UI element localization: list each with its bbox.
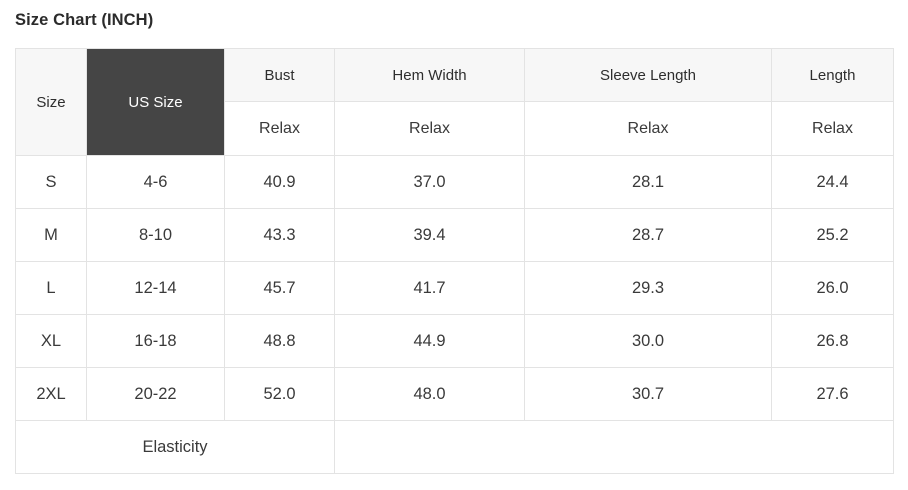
- cell-hem-width: 44.9: [334, 314, 525, 368]
- cell-bust: 43.3: [224, 208, 335, 262]
- table-header-row-secondary: Relax Relax Relax Relax: [16, 101, 894, 156]
- cell-length: 25.2: [771, 208, 894, 262]
- subheader-length-fit: Relax: [771, 101, 894, 156]
- column-header-hem-width: Hem Width: [334, 48, 525, 102]
- subheader-sleeve-length-fit: Relax: [524, 101, 772, 156]
- cell-sleeve-length: 29.3: [524, 261, 772, 315]
- cell-bust: 48.8: [224, 314, 335, 368]
- cell-size: 2XL: [15, 367, 87, 421]
- table-row: M 8-10 43.3 39.4 28.7 25.2: [15, 208, 894, 262]
- table-row: S 4-6 40.9 37.0 28.1 24.4: [15, 155, 894, 209]
- cell-size: L: [15, 261, 87, 315]
- table-header-row-primary: Size US Size Bust Hem Width Sleeve Lengt…: [15, 48, 894, 156]
- cell-us-size: 12-14: [86, 261, 225, 315]
- cell-elasticity-value: [334, 420, 894, 474]
- cell-hem-width: 48.0: [334, 367, 525, 421]
- table-row: L 12-14 45.7 41.7 29.3 26.0: [15, 261, 894, 315]
- cell-bust: 40.9: [224, 155, 335, 209]
- cell-size: S: [15, 155, 87, 209]
- subheader-bust-fit: Relax: [224, 101, 335, 156]
- table-row: 2XL 20-22 52.0 48.0 30.7 27.6: [15, 367, 894, 421]
- cell-us-size: 4-6: [86, 155, 225, 209]
- cell-us-size: 20-22: [86, 367, 225, 421]
- cell-sleeve-length: 30.7: [524, 367, 772, 421]
- cell-sleeve-length: 28.1: [524, 155, 772, 209]
- cell-hem-width: 39.4: [334, 208, 525, 262]
- cell-sleeve-length: 30.0: [524, 314, 772, 368]
- column-header-us-size: US Size: [86, 48, 225, 156]
- cell-hem-width: 37.0: [334, 155, 525, 209]
- table-footer-row: Elasticity: [15, 420, 894, 474]
- cell-us-size: 16-18: [86, 314, 225, 368]
- cell-bust: 45.7: [224, 261, 335, 315]
- cell-hem-width: 41.7: [334, 261, 525, 315]
- cell-bust: 52.0: [224, 367, 335, 421]
- cell-size: XL: [15, 314, 87, 368]
- table-head: Size US Size Bust Hem Width Sleeve Lengt…: [15, 48, 894, 156]
- column-header-sleeve-length: Sleeve Length: [524, 48, 772, 102]
- cell-us-size: 8-10: [86, 208, 225, 262]
- table-body: S 4-6 40.9 37.0 28.1 24.4 M 8-10 43.3 39…: [15, 155, 894, 474]
- column-header-bust: Bust: [224, 48, 335, 102]
- size-chart-table: Size US Size Bust Hem Width Sleeve Lengt…: [15, 48, 894, 474]
- cell-elasticity-label: Elasticity: [15, 420, 335, 474]
- column-header-length: Length: [771, 48, 894, 102]
- cell-sleeve-length: 28.7: [524, 208, 772, 262]
- cell-length: 27.6: [771, 367, 894, 421]
- cell-length: 26.8: [771, 314, 894, 368]
- cell-size: M: [15, 208, 87, 262]
- page-title: Size Chart (INCH): [15, 11, 154, 29]
- column-header-size: Size: [15, 48, 87, 156]
- size-chart-table-container: Size US Size Bust Hem Width Sleeve Lengt…: [15, 48, 894, 474]
- cell-length: 24.4: [771, 155, 894, 209]
- subheader-hem-width-fit: Relax: [334, 101, 525, 156]
- cell-length: 26.0: [771, 261, 894, 315]
- table-row: XL 16-18 48.8 44.9 30.0 26.8: [15, 314, 894, 368]
